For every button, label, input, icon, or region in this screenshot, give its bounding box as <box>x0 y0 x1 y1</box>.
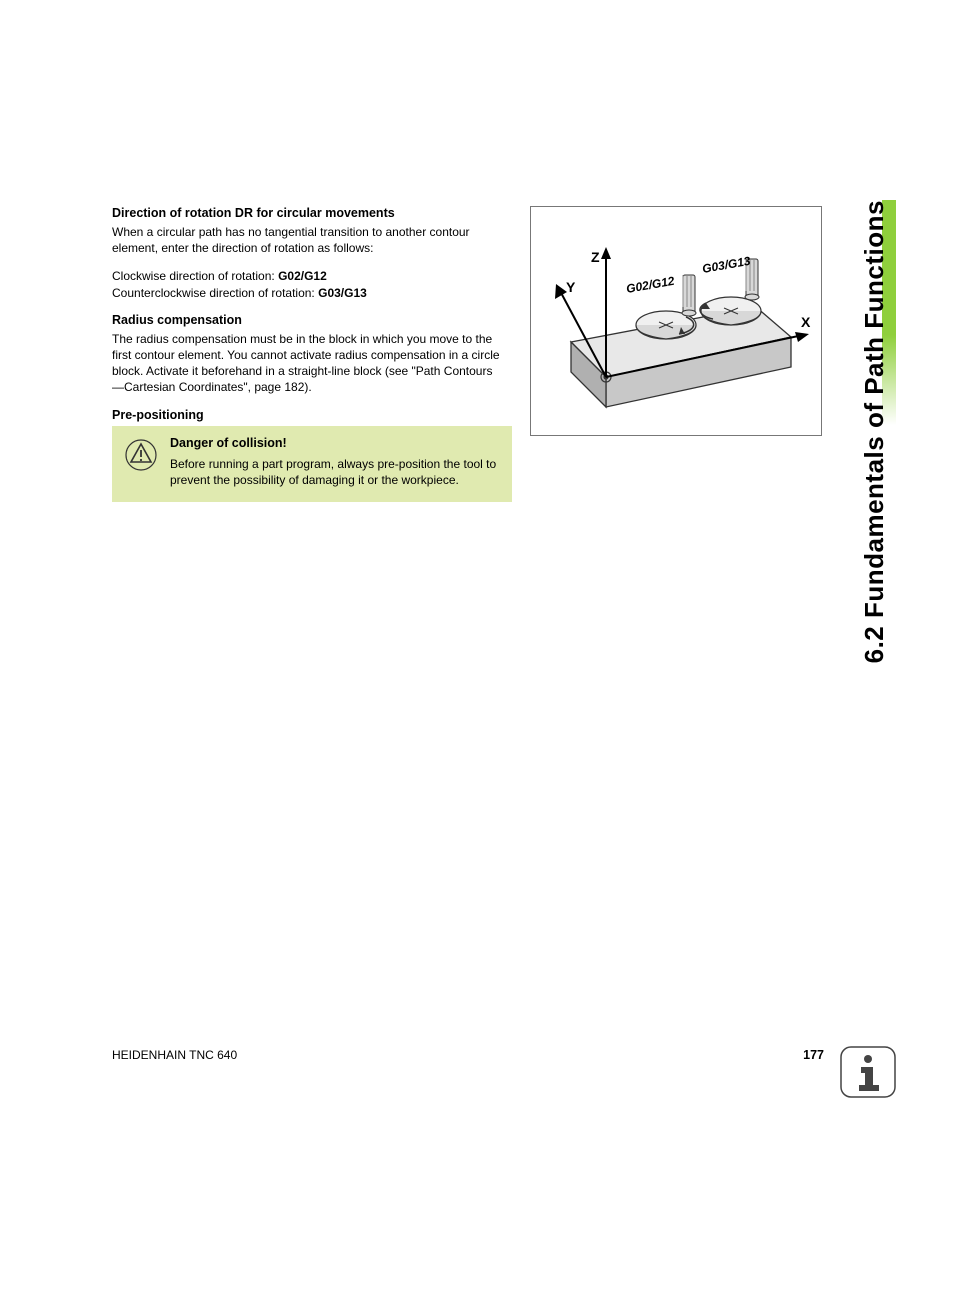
side-section-title: 6.2 Fundamentals of Path Functions <box>859 200 890 663</box>
heading-radius: Radius compensation <box>112 313 502 327</box>
info-icon <box>840 1046 896 1098</box>
cw-code: G02/G12 <box>278 269 327 283</box>
warning-title: Danger of collision! <box>170 436 500 450</box>
axis-x-label: X <box>801 314 811 330</box>
footer-product: HEIDENHAIN TNC 640 <box>112 1048 237 1062</box>
ccw-label: Counterclockwise direction of rotation: <box>112 286 318 300</box>
figure-label-ccw: G03/G13 <box>701 254 752 276</box>
figure-rotation-diagram: Z Y X <box>530 206 822 436</box>
heading-rotation: Direction of rotation DR for circular mo… <box>112 206 502 220</box>
main-text-column: Direction of rotation DR for circular mo… <box>112 206 502 502</box>
figure-label-cw: G02/G12 <box>625 274 676 296</box>
body-rotation-intro: When a circular path has no tangential t… <box>112 224 502 256</box>
footer-page-number: 177 <box>803 1048 824 1062</box>
heading-preposition: Pre-positioning <box>112 408 502 422</box>
body-rotation-codes: Clockwise direction of rotation: G02/G12… <box>112 268 502 300</box>
axis-y-label: Y <box>566 279 576 295</box>
ccw-code: G03/G13 <box>318 286 367 300</box>
warning-text-block: Danger of collision! Before running a pa… <box>170 436 500 488</box>
warning-body: Before running a part program, always pr… <box>170 456 500 488</box>
body-radius: The radius compensation must be in the b… <box>112 331 502 396</box>
cw-label: Clockwise direction of rotation: <box>112 269 278 283</box>
warning-icon <box>124 436 158 472</box>
axis-z-label: Z <box>591 249 600 265</box>
warning-box: Danger of collision! Before running a pa… <box>112 426 512 502</box>
